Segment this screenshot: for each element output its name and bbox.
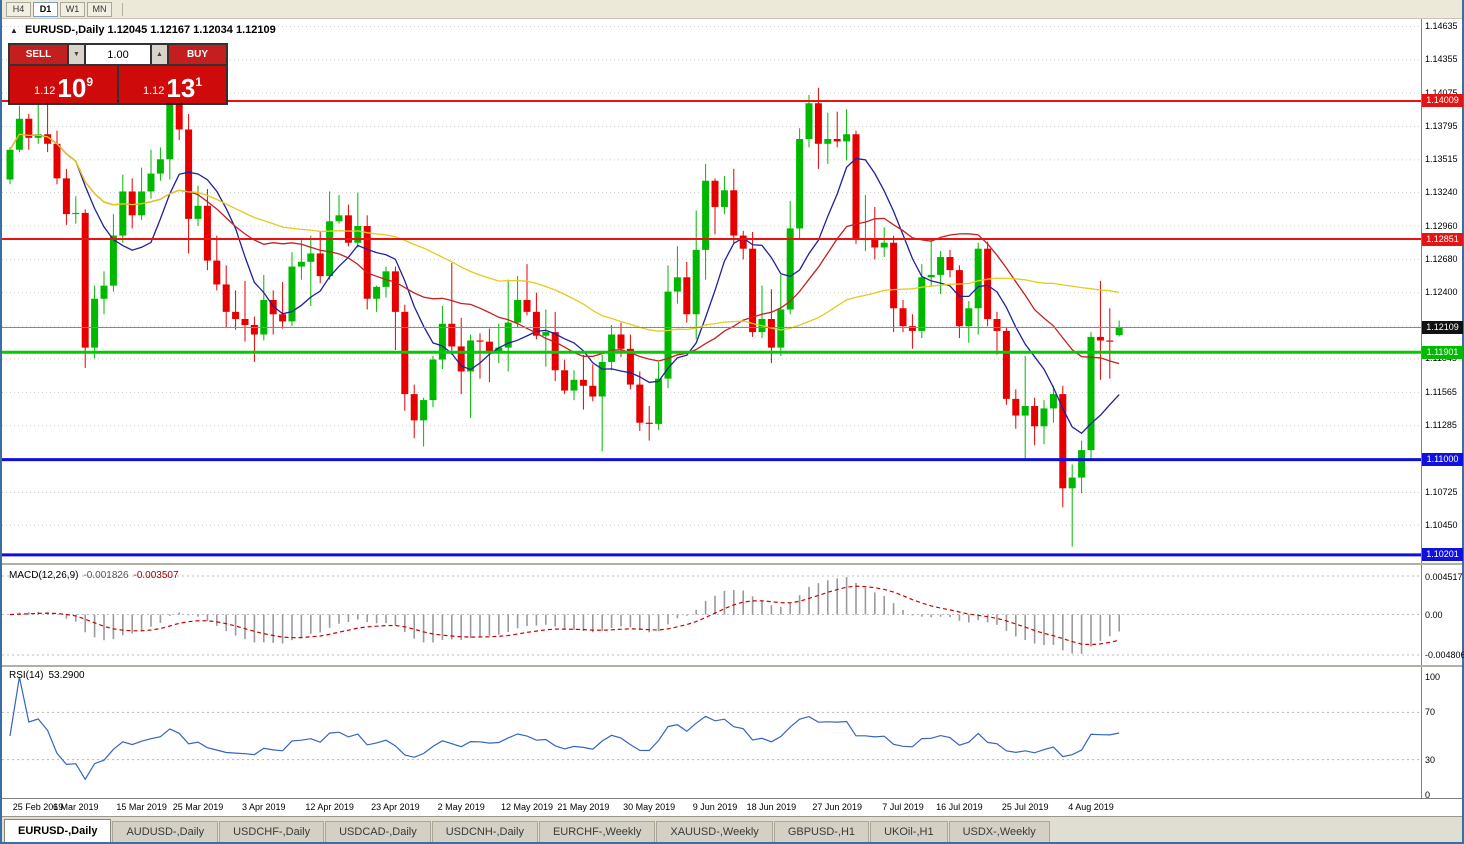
price-tick-label: 1.13240: [1425, 187, 1458, 198]
chart-title-bar: ▲ EURUSD-,Daily 1.12045 1.12167 1.12034 …: [10, 24, 276, 36]
price-tick-label: 1.10725: [1425, 486, 1458, 497]
tab-gbpusd-h1[interactable]: GBPUSD-,H1: [773, 821, 870, 842]
date-label: 6 Mar 2019: [53, 802, 99, 812]
timeframe-button-w1[interactable]: W1: [60, 1, 85, 17]
date-label: 25 Jul 2019: [1001, 802, 1049, 812]
chart-symbol-label: EURUSD-,Daily: [24, 24, 105, 36]
sell-price-big-digits: 10: [57, 73, 87, 103]
price-chart-canvas[interactable]: [2, 19, 1421, 798]
chart-ohlc-values: 1.12045 1.12167 1.12034 1.12109: [107, 24, 276, 36]
date-label: 18 Jun 2019: [746, 802, 797, 812]
price-tag: 1.12109: [1422, 320, 1463, 334]
window-frame: [1462, 0, 1464, 844]
price-tick-label: 1.11565: [1425, 386, 1457, 397]
date-label: 12 Apr 2019: [305, 802, 354, 812]
price-tick-label: 1.12680: [1425, 253, 1458, 264]
macd-indicator-label: MACD(12,26,9) -0.001826 -0.003507: [9, 570, 179, 581]
timeframe-toolbar: H4 D1 W1 MN: [2, 0, 1462, 19]
tab-ukoil-h1[interactable]: UKOil-,H1: [870, 821, 948, 842]
macd-axis-label: 0.004517: [1425, 572, 1463, 582]
rsi-axis-label: 30: [1425, 754, 1436, 765]
chart-area: ▲ EURUSD-,Daily 1.12045 1.12167 1.12034 …: [2, 19, 1464, 816]
buy-price-box[interactable]: 1.12 13 1: [119, 66, 226, 103]
date-label: 27 Jun 2019: [812, 802, 862, 812]
price-tag: 1.10201: [1422, 548, 1463, 562]
tab-audusd-daily[interactable]: AUDUSD-,Daily: [112, 821, 219, 842]
date-label: 21 May 2019: [557, 802, 610, 812]
date-label: 25 Feb 2019: [12, 802, 64, 812]
date-label: 4 Aug 2019: [1068, 802, 1114, 812]
date-label: 3 Apr 2019: [242, 802, 286, 812]
pane-splitter[interactable]: [2, 563, 1462, 565]
timeframe-button-mn[interactable]: MN: [87, 1, 112, 17]
timeframe-button-h4[interactable]: H4: [6, 1, 31, 17]
trade-panel-toggle-icon[interactable]: ▲: [10, 26, 18, 35]
tab-usdchf-daily[interactable]: USDCHF-,Daily: [219, 821, 325, 842]
tab-eurusd-daily[interactable]: EURUSD-,Daily: [4, 819, 112, 842]
pane-splitter[interactable]: [2, 665, 1462, 667]
window-frame: [0, 842, 1464, 844]
date-label: 15 Mar 2019: [116, 802, 167, 812]
sell-price-prefix: 1.12: [33, 85, 56, 97]
price-tag: 1.12851: [1422, 232, 1463, 246]
date-label: 25 Mar 2019: [172, 802, 224, 812]
date-label: 16 Jul 2019: [936, 802, 983, 812]
volume-input[interactable]: 1.00: [86, 45, 150, 64]
date-label: 7 Jul 2019: [882, 802, 924, 812]
price-tick-label: 1.14355: [1425, 54, 1458, 65]
macd-axis-label: 0.00: [1425, 609, 1443, 620]
macd-axis-label: -0.004806: [1425, 650, 1464, 660]
date-label: 9 Jun 2019: [692, 802, 738, 812]
sell-button[interactable]: SELL: [10, 45, 67, 64]
date-label: 2 May 2019: [437, 802, 485, 812]
date-label: 12 May 2019: [500, 802, 554, 812]
date-axis: 25 Feb 2019 6 Mar 2019 15 Mar 2019 25 Mar 2…: [2, 798, 1462, 816]
price-tick-label: 1.10450: [1425, 519, 1458, 530]
price-tick-label: 1.13515: [1425, 154, 1458, 165]
rsi-value: 53.2900: [48, 670, 85, 681]
price-tick-label: 1.14635: [1425, 20, 1458, 31]
sell-price-pip-digit: 9: [86, 75, 94, 89]
price-tag: 1.11000: [1422, 453, 1463, 467]
macd-main-value: -0.001826: [83, 570, 129, 581]
price-tick-label: 1.14075: [1425, 87, 1458, 98]
rsi-axis-label: 0: [1425, 790, 1431, 800]
tab-eurchf-weekly[interactable]: EURCHF-,Weekly: [538, 821, 656, 842]
price-tick-label: 1.12400: [1425, 287, 1458, 298]
tab-usdcad-daily[interactable]: USDCAD-,Daily: [325, 821, 431, 842]
date-label: 23 Apr 2019: [371, 802, 420, 812]
window-frame: [0, 0, 2, 844]
one-click-trade-panel: SELL ▼ 1.00 ▲ BUY 1.12 10 9 1.12 13 1: [8, 43, 228, 105]
price-tick-label: 1.11285: [1425, 420, 1457, 431]
tab-usdx-weekly[interactable]: USDX-,Weekly: [948, 821, 1050, 842]
tab-xauusd-weekly[interactable]: XAUUSD-,Weekly: [656, 821, 773, 842]
rsi-axis-label: 100: [1425, 672, 1441, 682]
buy-price-big-digits: 13: [166, 73, 196, 103]
price-tag: 1.11901: [1422, 345, 1463, 359]
price-tick-label: 1.13795: [1425, 120, 1458, 131]
timeframe-button-d1[interactable]: D1: [33, 1, 58, 17]
volume-increase-icon[interactable]: ▲: [152, 45, 167, 64]
toolbar-separator: [122, 2, 123, 16]
macd-signal-value: -0.003507: [133, 570, 179, 581]
sell-price-box[interactable]: 1.12 10 9: [10, 66, 117, 103]
buy-price-pip-digit: 1: [195, 75, 203, 89]
date-label: 30 May 2019: [623, 802, 676, 812]
price-tick-label: 1.12960: [1425, 220, 1458, 231]
buy-price-prefix: 1.12: [142, 85, 165, 97]
rsi-indicator-label: RSI(14) 53.2900: [9, 670, 85, 681]
buy-button[interactable]: BUY: [169, 45, 226, 64]
price-axis: 1.14635 1.14355 1.14075 1.13795 1.13515 1.132…: [1421, 19, 1464, 800]
tab-usdcnh-daily[interactable]: USDCNH-,Daily: [431, 821, 538, 842]
price-tag: 1.14009: [1422, 94, 1463, 108]
rsi-axis-label: 70: [1425, 707, 1436, 718]
chart-tab-bar: EURUSD-,Daily AUDUSD-,Daily USDCHF-,Daily U…: [2, 816, 1462, 842]
volume-decrease-icon[interactable]: ▼: [69, 45, 84, 64]
